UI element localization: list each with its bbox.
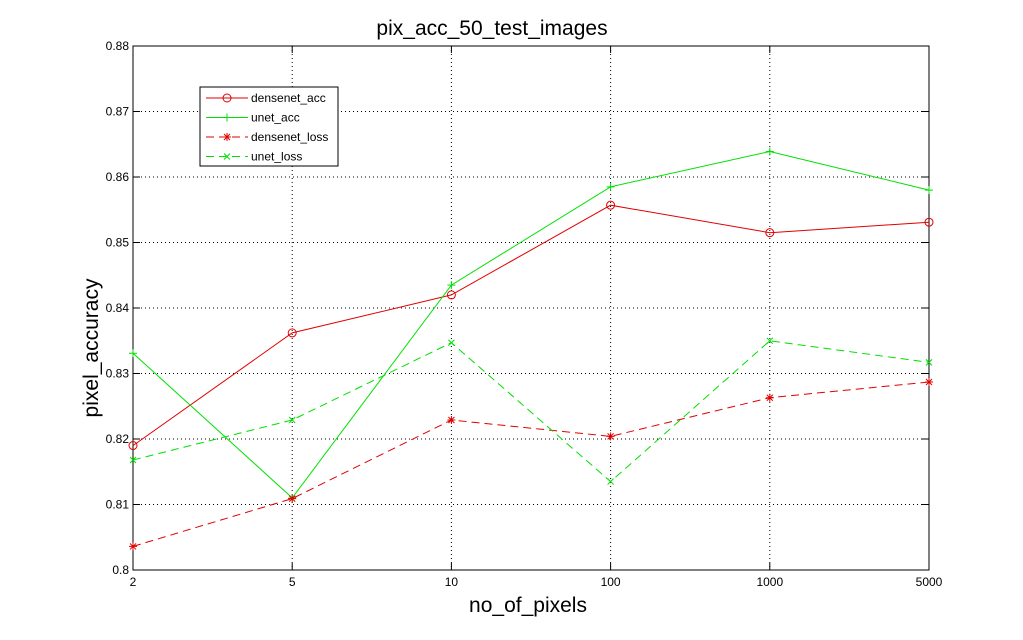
x-axis-tick-labels: 2 5 10 100 1000 5000 (130, 575, 943, 589)
x-tick-label: 100 (601, 575, 621, 589)
marker-circle-shape (924, 217, 934, 227)
marker-plus-shape (223, 113, 231, 122)
axis-ticks (132, 45, 930, 571)
y-tick-label: 0.86 (106, 170, 130, 184)
marker-star-shape (288, 494, 297, 503)
marker-circle-shape (765, 228, 775, 238)
marker-star-shape (223, 133, 231, 141)
legend-items: densenet_acc unet_acc densenet_loss unet_lo… (206, 91, 328, 164)
marker-plus-shape (765, 147, 774, 156)
data-point (446, 290, 456, 300)
legend-marker (223, 113, 231, 122)
y-axis-tick-labels: 0.8 0.81 0.82 0.83 0.84 0.85 0.86 0.87 0.88 (106, 39, 130, 577)
series-layer (128, 147, 934, 551)
data-point (447, 281, 456, 290)
marker-x-shape (223, 153, 231, 160)
series-line-unet_loss (132, 340, 930, 483)
marker-circle-shape (446, 290, 456, 300)
data-point (129, 456, 137, 464)
marker-circle-shape (222, 93, 232, 103)
data-point (606, 182, 615, 191)
data-point (606, 200, 616, 210)
data-point (924, 217, 934, 227)
x-tick-label: 5 (289, 575, 296, 589)
legend-label: densenet_loss (251, 130, 328, 144)
marker-star-shape (447, 416, 456, 425)
series-densenet_acc (128, 200, 934, 451)
data-point (606, 432, 615, 441)
marker-x-shape (448, 339, 455, 347)
marker-plus-shape (925, 186, 933, 195)
data-point (765, 393, 774, 402)
marker-x-shape (766, 337, 774, 345)
data-point (448, 339, 455, 347)
legend-item-unet_acc: unet_acc (206, 111, 300, 125)
marker-plus-shape (129, 349, 137, 358)
data-point (607, 478, 614, 485)
y-tick-label: 0.85 (106, 236, 130, 250)
y-tick-label: 0.82 (106, 432, 130, 446)
legend-label: unet_loss (251, 150, 302, 164)
legend-item-unet_loss: unet_loss (206, 150, 302, 164)
y-tick-label: 0.88 (106, 39, 130, 53)
data-point (288, 494, 297, 503)
data-point (128, 441, 138, 451)
legend-label: unet_acc (251, 111, 300, 125)
series-line-unet_acc (132, 150, 930, 499)
data-point (925, 378, 933, 387)
y-axis-title: pixel_accuracy (80, 278, 103, 417)
marker-circle-shape (128, 441, 138, 451)
series-line-densenet_loss (132, 381, 930, 547)
data-point (766, 337, 774, 345)
legend-label: densenet_acc (251, 91, 326, 105)
marker-plus-shape (606, 182, 615, 191)
legend-marker (223, 133, 231, 141)
marker-plus-shape (447, 281, 456, 290)
x-axis-title: no_of_pixels (469, 594, 587, 617)
marker-x-shape (129, 456, 137, 464)
y-tick-label: 0.83 (106, 367, 130, 381)
y-tick-label: 0.84 (106, 301, 130, 315)
series-unet_loss (129, 337, 933, 485)
marker-x-shape (607, 478, 614, 485)
data-point (765, 147, 774, 156)
x-tick-label: 5000 (916, 575, 943, 589)
legend-item-densenet_acc: densenet_acc (206, 91, 326, 105)
series-line-densenet_acc (132, 204, 930, 447)
chart-title: pix_acc_50_test_images (376, 17, 607, 40)
legend-marker (223, 153, 231, 160)
legend-item-densenet_loss: densenet_loss (206, 130, 328, 144)
y-tick-label: 0.8 (112, 563, 129, 577)
legend-marker (222, 93, 232, 103)
data-point (129, 542, 137, 551)
legend: densenet_acc unet_acc densenet_loss unet_lo… (199, 86, 339, 167)
legend-box (199, 86, 339, 167)
data-point (447, 416, 456, 425)
x-tick-label: 10 (445, 575, 459, 589)
marker-star-shape (765, 393, 774, 402)
marker-star-shape (925, 378, 933, 387)
y-tick-label: 0.87 (106, 105, 130, 119)
data-point (925, 359, 933, 366)
series-unet_acc (129, 147, 933, 502)
marker-star-shape (129, 542, 137, 551)
marker-x-shape (288, 416, 296, 424)
series-densenet_loss (129, 378, 933, 551)
marker-circle-shape (606, 200, 616, 210)
data-point (287, 328, 297, 338)
data-point (925, 186, 933, 195)
marker-star-shape (606, 432, 615, 441)
x-tick-label: 1000 (756, 575, 783, 589)
data-point (288, 416, 296, 424)
marker-circle-shape (287, 328, 297, 338)
marker-x-shape (925, 359, 933, 366)
data-point (765, 228, 775, 238)
data-point (129, 349, 137, 358)
x-tick-label: 2 (130, 575, 137, 589)
y-tick-label: 0.81 (106, 498, 130, 512)
